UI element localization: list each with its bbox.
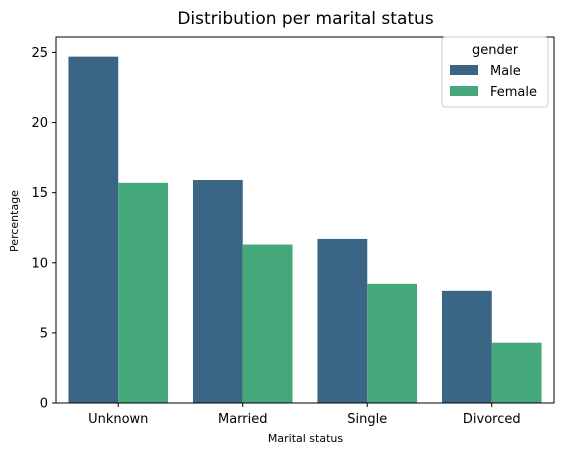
axes-layer: 0 5 10 15 20 25 Unknown Married Single Divorced: [31, 36, 555, 427]
x-tick-label-divorced: Divorced: [463, 412, 521, 427]
bar-unknown-male: [68, 56, 119, 404]
bars-layer: [68, 56, 542, 404]
y-tick-label: 15: [31, 186, 48, 201]
x-axis-label: Marital status: [268, 432, 343, 445]
plot-frame: [55, 36, 555, 404]
legend-title: gender: [472, 43, 519, 58]
bar-divorced-male: [441, 290, 492, 403]
y-tick-label: 0: [40, 397, 48, 412]
legend-label-female: Female: [490, 85, 537, 100]
legend: gender Male Female: [441, 36, 549, 108]
legend-label-male: Male: [490, 64, 521, 79]
chart-title: Distribution per marital status: [177, 9, 434, 29]
bar-single-male: [317, 238, 368, 403]
bar-married-female: [242, 244, 293, 403]
y-tick-label: 20: [31, 116, 48, 131]
bar-divorced-female: [491, 342, 542, 403]
y-tick-label: 10: [31, 256, 48, 271]
legend-swatch-male: [450, 65, 478, 75]
bar-unknown-female: [118, 182, 169, 403]
x-tick-label-single: Single: [347, 412, 387, 427]
legend-swatch-female: [450, 86, 478, 96]
bar-single-female: [367, 283, 418, 403]
y-tick-label: 5: [40, 326, 48, 341]
x-tick-label-unknown: Unknown: [88, 412, 148, 427]
y-axis-label: Percentage: [8, 190, 21, 252]
bar-married-male: [192, 180, 243, 403]
y-tick-label: 25: [31, 46, 48, 61]
x-tick-label-married: Married: [218, 412, 268, 427]
